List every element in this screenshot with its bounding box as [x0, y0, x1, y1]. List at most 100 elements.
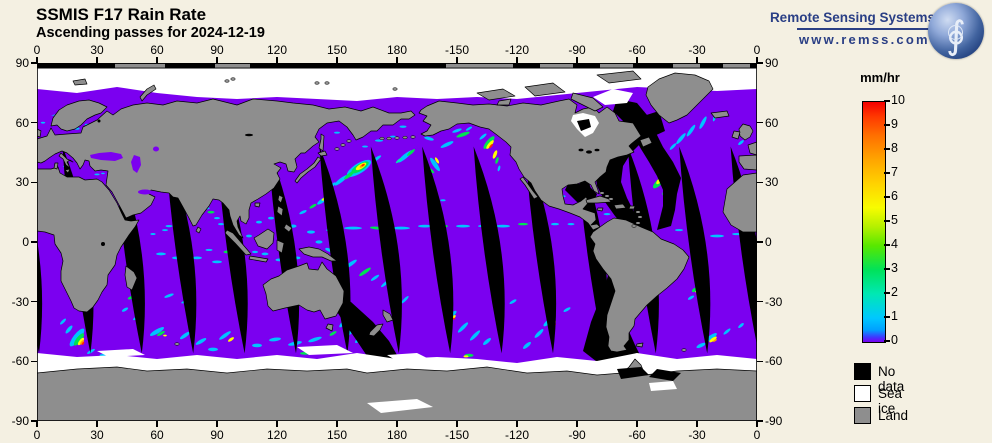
rain-cell [361, 163, 365, 167]
lake [245, 133, 253, 137]
rain-cell [709, 336, 717, 343]
rain-cell [156, 252, 166, 256]
rain-cell [315, 240, 323, 244]
rain-cell [440, 141, 454, 148]
rain-cell [738, 323, 744, 329]
landmass [124, 265, 138, 291]
lon-label-top: 90 [210, 43, 224, 57]
map-frame [37, 63, 757, 421]
rain-cell [60, 318, 66, 325]
landmass [248, 255, 269, 263]
rain-cell [195, 338, 207, 345]
rain-cell [479, 133, 487, 140]
rain-cell [687, 295, 695, 300]
lon-label-bottom: 180 [386, 428, 408, 442]
colorbar-tick [884, 340, 890, 342]
rain-cell [309, 203, 317, 209]
lat-label-left: 60 [15, 115, 29, 130]
polar-land-dash [446, 63, 513, 68]
rain-cell [81, 341, 85, 345]
rain-cell [269, 337, 281, 342]
colorbar-tick [884, 316, 890, 318]
colorbar-tick [884, 220, 890, 222]
lon-label-bottom: 90 [210, 428, 224, 442]
island [324, 81, 330, 85]
rain-cell [329, 331, 337, 336]
rain-cell [407, 149, 415, 156]
lon-tick-top [36, 57, 38, 63]
landmass [50, 99, 108, 132]
lat-tick-right [757, 360, 763, 363]
lon-tick-bottom [276, 421, 278, 427]
lat-label-right: 90 [765, 56, 779, 70]
lon-label-top: 180 [386, 43, 408, 57]
rain-cell [424, 136, 434, 141]
island [334, 147, 340, 151]
island [392, 87, 398, 91]
brand-url-link[interactable]: www.remss.com [799, 32, 930, 47]
rain-cell [252, 343, 262, 348]
lon-label-bottom: -120 [504, 428, 530, 442]
landmass [64, 168, 71, 174]
polar-patch [649, 381, 677, 391]
island [635, 210, 641, 214]
rain-cell [218, 223, 224, 226]
legend-label: Land [878, 408, 909, 423]
lon-label-bottom: 30 [90, 428, 104, 442]
landmass [37, 358, 757, 421]
landmass [519, 176, 539, 200]
island [174, 342, 180, 346]
lon-tick-bottom [576, 421, 578, 427]
nodata-swath-layer [37, 99, 757, 371]
island [340, 143, 346, 147]
colorbar-tick-label: 3 [891, 261, 898, 275]
rain-cell [669, 143, 677, 150]
rain-cell [699, 116, 707, 129]
lon-tick-bottom [336, 421, 338, 427]
world-rain-map [37, 63, 757, 421]
landmass [613, 203, 627, 210]
rain-cell [522, 341, 532, 349]
polar-land-dash [673, 63, 700, 68]
seaice-region [387, 353, 429, 361]
lat-tick-right [757, 420, 763, 422]
rain-cell [307, 230, 315, 234]
lon-tick-bottom [756, 421, 758, 427]
rain-cell [518, 222, 528, 226]
lat-label-left: -60 [11, 354, 29, 369]
page-title: SSMIS F17 Rain Rate [36, 5, 207, 24]
landmass [596, 70, 642, 84]
rain-cell [299, 210, 307, 215]
rain-cell [157, 330, 165, 337]
lake [153, 146, 159, 152]
landmass [635, 342, 644, 348]
landmass [224, 229, 252, 256]
landmass [139, 84, 157, 102]
rain-cell [603, 213, 611, 216]
lon-tick-bottom [696, 421, 698, 427]
remss-globe-logo[interactable]: ∮ [928, 3, 984, 59]
lon-tick-bottom [156, 421, 158, 427]
orbit-gap [679, 146, 711, 354]
island [410, 135, 416, 139]
rain-cell [219, 331, 231, 340]
lon-tick-top [456, 57, 458, 63]
rain-cell [205, 248, 213, 252]
lon-tick-top [516, 57, 518, 63]
rain-cell [395, 157, 403, 164]
polar-land-dash [115, 63, 165, 68]
lon-tick-top [696, 57, 698, 63]
lat-tick-right [757, 300, 763, 303]
inland-sea-layer [90, 113, 600, 246]
lon-label-bottom: -60 [628, 428, 646, 442]
rain-cell [77, 337, 85, 346]
landmass [294, 156, 322, 184]
lon-tick-top [756, 57, 758, 63]
colorbar-tick-label: 5 [891, 213, 898, 227]
landmass [298, 246, 338, 262]
lon-label-bottom: -30 [688, 428, 706, 442]
rain-cell [246, 234, 252, 238]
landmass [738, 123, 754, 141]
rain-cell [676, 133, 686, 145]
rain-cell [261, 252, 269, 256]
